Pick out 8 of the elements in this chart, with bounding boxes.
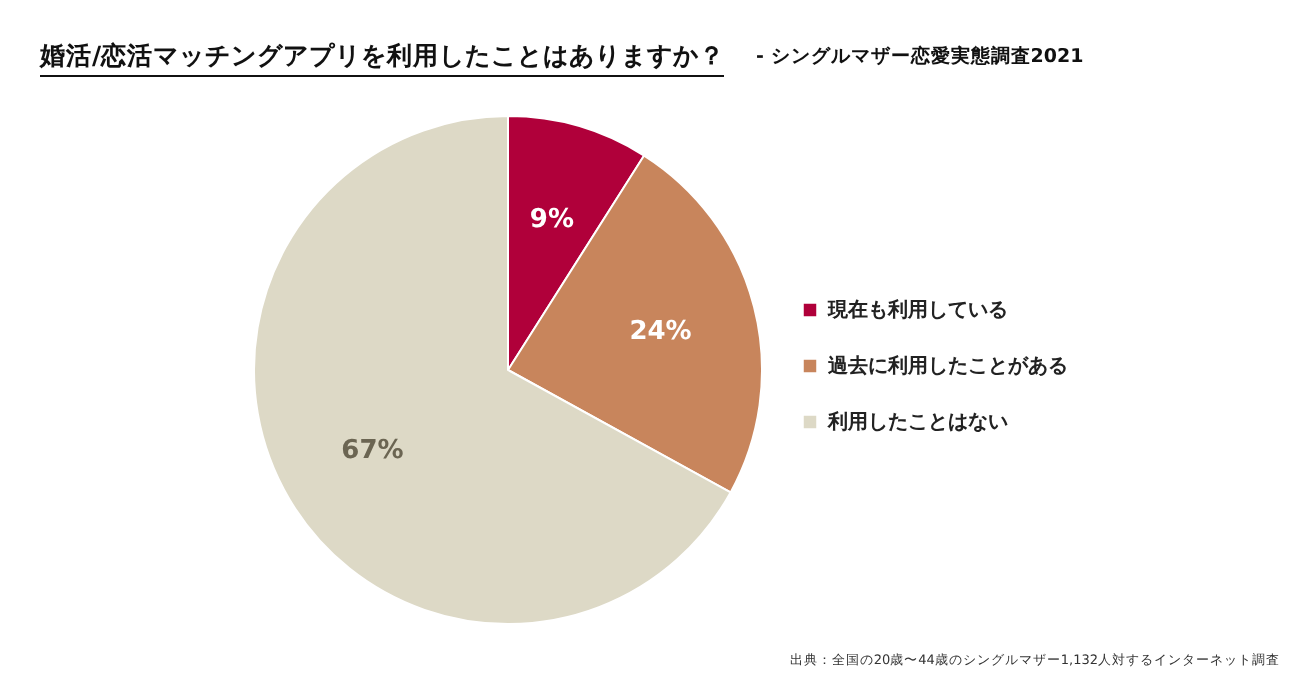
legend-label: 利用したことはない bbox=[826, 410, 1008, 434]
legend-label: 現在も利用している bbox=[826, 298, 1008, 322]
chart-title: 婚活/恋活マッチングアプリを利用したことはありますか？ bbox=[38, 40, 726, 70]
data-label: 24% bbox=[629, 316, 692, 347]
chart-subtitle: - シングルマザー恋愛実態調査2021 bbox=[756, 44, 1084, 68]
legend-label: 過去に利用したことがある bbox=[826, 354, 1068, 378]
data-label: 9% bbox=[529, 204, 575, 235]
data-label: 67% bbox=[341, 436, 404, 467]
